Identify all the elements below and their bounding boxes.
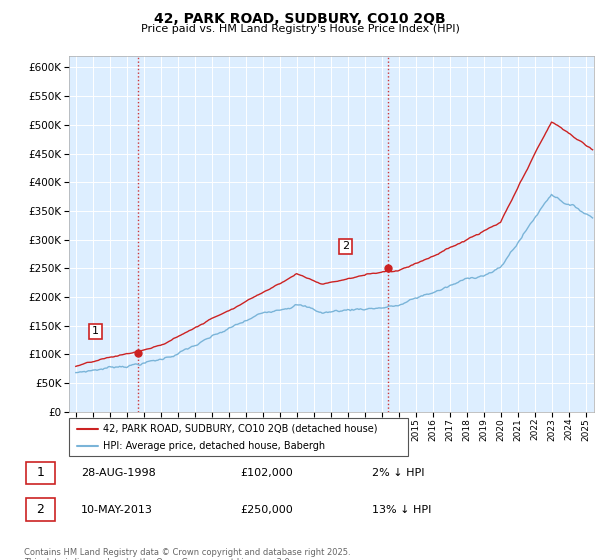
Text: 13% ↓ HPI: 13% ↓ HPI (372, 505, 431, 515)
Text: £250,000: £250,000 (240, 505, 293, 515)
Text: 2% ↓ HPI: 2% ↓ HPI (372, 468, 425, 478)
Text: Contains HM Land Registry data © Crown copyright and database right 2025.
This d: Contains HM Land Registry data © Crown c… (24, 548, 350, 560)
Text: 1: 1 (92, 326, 99, 337)
Text: 42, PARK ROAD, SUDBURY, CO10 2QB: 42, PARK ROAD, SUDBURY, CO10 2QB (154, 12, 446, 26)
FancyBboxPatch shape (26, 461, 55, 484)
FancyBboxPatch shape (26, 498, 55, 521)
Text: 42, PARK ROAD, SUDBURY, CO10 2QB (detached house): 42, PARK ROAD, SUDBURY, CO10 2QB (detach… (103, 423, 377, 433)
Text: 1: 1 (37, 466, 44, 479)
Text: 28-AUG-1998: 28-AUG-1998 (81, 468, 156, 478)
Text: 2: 2 (37, 503, 44, 516)
Text: £102,000: £102,000 (240, 468, 293, 478)
Text: Price paid vs. HM Land Registry's House Price Index (HPI): Price paid vs. HM Land Registry's House … (140, 24, 460, 34)
FancyBboxPatch shape (69, 418, 408, 456)
Text: HPI: Average price, detached house, Babergh: HPI: Average price, detached house, Babe… (103, 441, 325, 451)
Text: 10-MAY-2013: 10-MAY-2013 (81, 505, 153, 515)
Text: 2: 2 (342, 241, 349, 251)
